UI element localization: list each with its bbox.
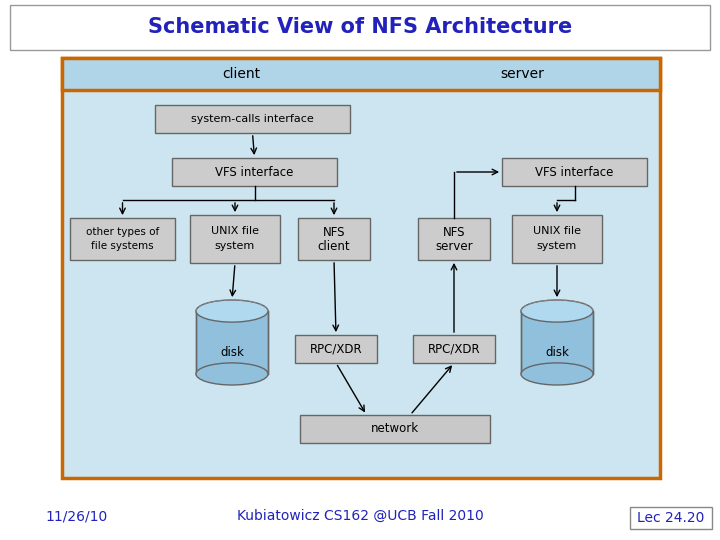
Bar xyxy=(10,5,710,50)
Text: file systems: file systems xyxy=(91,241,154,251)
Text: NFS: NFS xyxy=(443,226,465,239)
Bar xyxy=(172,158,337,186)
Ellipse shape xyxy=(521,363,593,385)
Text: VFS interface: VFS interface xyxy=(215,165,294,179)
Bar xyxy=(502,158,647,186)
Bar xyxy=(630,507,712,529)
Text: server: server xyxy=(435,240,473,253)
Bar xyxy=(512,215,602,263)
Bar xyxy=(62,58,660,90)
Text: client: client xyxy=(318,240,351,253)
Bar xyxy=(190,215,280,263)
Bar xyxy=(196,311,268,374)
Text: server: server xyxy=(500,67,544,81)
Text: disk: disk xyxy=(220,346,244,359)
Text: 11/26/10: 11/26/10 xyxy=(45,509,107,523)
Bar xyxy=(521,311,593,374)
Text: Kubiatowicz CS162 @UCB Fall 2010: Kubiatowicz CS162 @UCB Fall 2010 xyxy=(237,509,483,523)
Text: RPC/XDR: RPC/XDR xyxy=(310,342,362,355)
Text: disk: disk xyxy=(545,346,569,359)
Ellipse shape xyxy=(196,363,268,385)
Bar xyxy=(298,218,370,260)
Text: UNIX file: UNIX file xyxy=(533,226,581,236)
Text: NFS: NFS xyxy=(323,226,346,239)
Bar xyxy=(70,218,175,260)
Bar xyxy=(62,58,660,478)
Ellipse shape xyxy=(196,300,268,322)
Bar xyxy=(155,105,350,133)
Bar xyxy=(295,335,377,363)
Text: client: client xyxy=(222,67,261,81)
Text: UNIX file: UNIX file xyxy=(211,226,259,236)
Text: network: network xyxy=(371,422,419,435)
Bar xyxy=(418,218,490,260)
Bar xyxy=(413,335,495,363)
Text: VFS interface: VFS interface xyxy=(535,165,613,179)
Text: Schematic View of NFS Architecture: Schematic View of NFS Architecture xyxy=(148,17,572,37)
Text: RPC/XDR: RPC/XDR xyxy=(428,342,480,355)
Text: other types of: other types of xyxy=(86,227,159,237)
Bar xyxy=(300,415,490,443)
Text: system-calls interface: system-calls interface xyxy=(191,114,314,124)
Text: Lec 24.20: Lec 24.20 xyxy=(637,511,705,525)
Text: system: system xyxy=(215,241,255,251)
Ellipse shape xyxy=(521,300,593,322)
Text: system: system xyxy=(537,241,577,251)
